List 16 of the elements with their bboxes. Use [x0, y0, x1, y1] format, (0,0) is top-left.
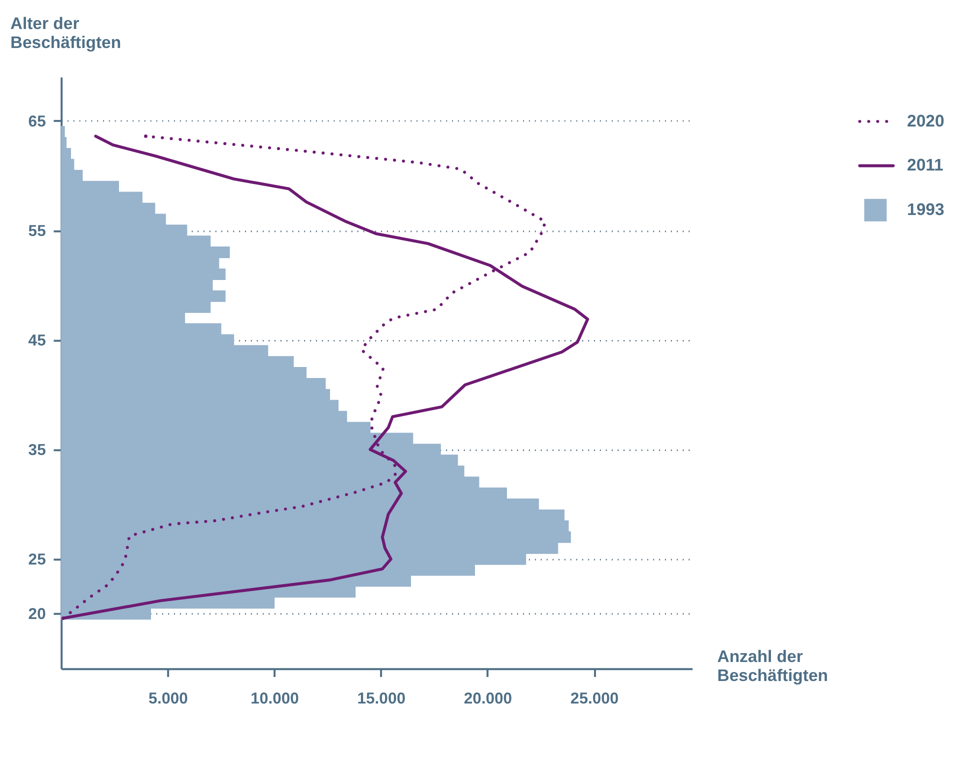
y-tick-label: 65: [28, 113, 46, 130]
x-tick-label: 15.000: [357, 690, 406, 708]
legend-label: 2011: [907, 156, 944, 175]
y-tick-label: 55: [28, 222, 46, 240]
x-tick-label: 25.000: [570, 690, 619, 708]
y-tick-label: 20: [28, 606, 46, 624]
y-tick-label: 25: [28, 551, 46, 568]
y-tick-label: 35: [28, 442, 46, 459]
x-axis-title: Anzahl der Beschäftigten: [717, 647, 828, 685]
legend-label: 2020: [907, 111, 944, 130]
x-tick-label: 5.000: [148, 690, 188, 708]
y-tick-label: 45: [28, 332, 46, 350]
x-tick-label: 10.000: [250, 690, 300, 708]
y-axis-title: Alter der Beschäftigten: [10, 14, 122, 52]
legend-label: 1993: [907, 200, 944, 220]
x-tick-label: 20.000: [464, 690, 512, 708]
